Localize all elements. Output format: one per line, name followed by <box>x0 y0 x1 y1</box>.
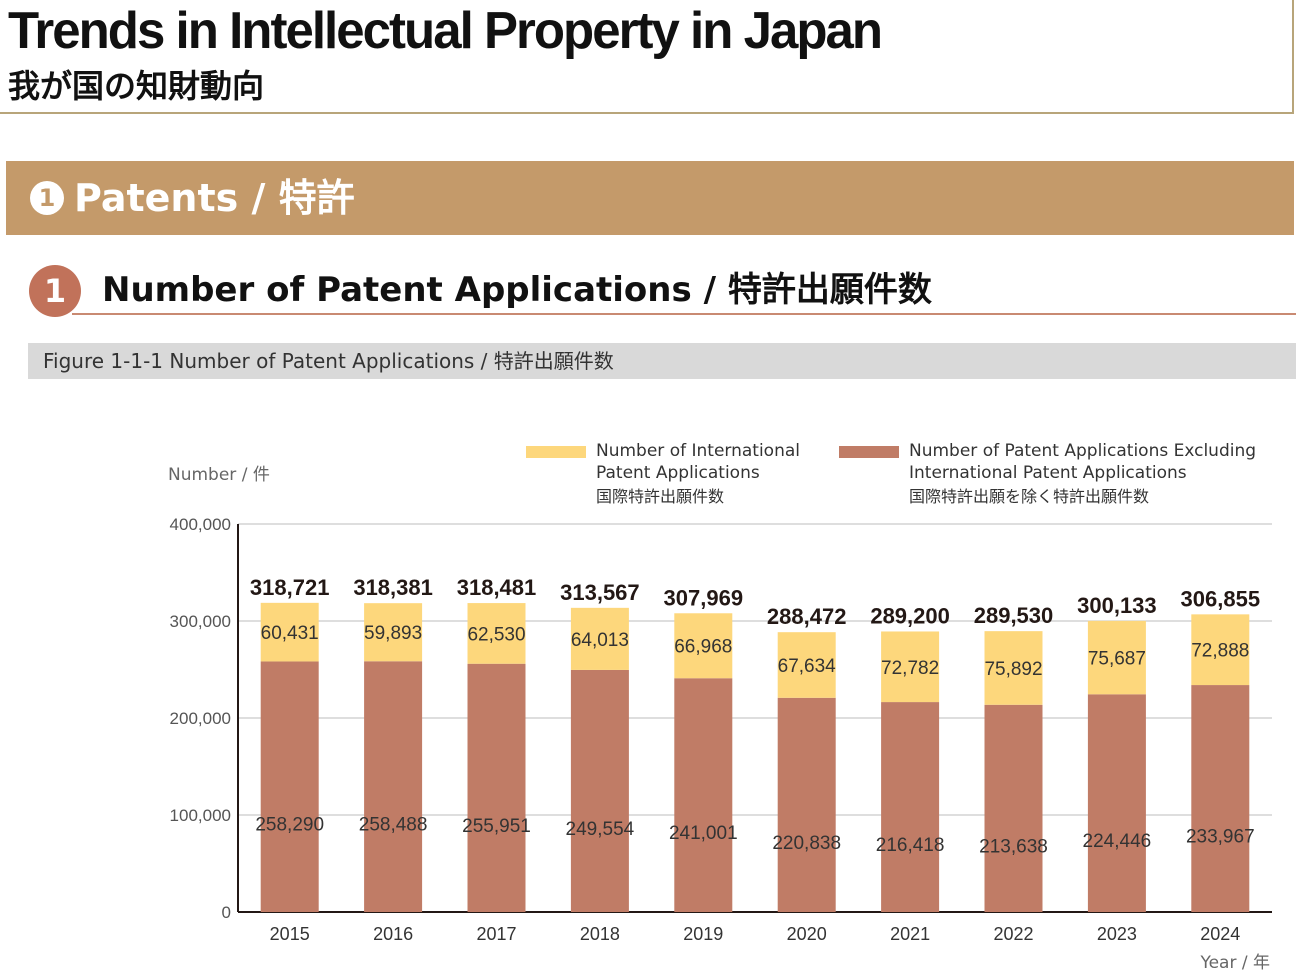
legend-international-line2: Patent Applications <box>596 463 760 483</box>
data-label-total: 318,721 <box>250 575 330 600</box>
bar-domestic <box>364 661 423 912</box>
data-label-total: 313,567 <box>560 580 640 605</box>
data-label-domestic: 216,418 <box>876 835 945 856</box>
x-tick-label: 2022 <box>993 924 1033 944</box>
legend-swatch-domestic <box>839 446 899 458</box>
y-tick-label: 100,000 <box>170 806 231 825</box>
y-tick-label: 200,000 <box>170 709 231 728</box>
legend-domestic-jp: 国際特許出願を除く特許出願件数 <box>909 487 1150 506</box>
data-label-international: 72,888 <box>1191 641 1249 662</box>
x-tick-label: 2015 <box>270 924 310 944</box>
legend-international-jp: 国際特許出願件数 <box>596 487 725 506</box>
x-tick-label: 2016 <box>373 924 413 944</box>
bar-international <box>1191 614 1250 686</box>
data-label-international: 60,431 <box>261 623 319 644</box>
data-label-domestic: 255,951 <box>462 816 531 837</box>
data-label-total: 318,481 <box>457 575 537 600</box>
subsection-title: Number of Patent Applications / 特許出願件数 <box>102 270 932 310</box>
y-tick-label: 400,000 <box>170 515 231 534</box>
bar-international <box>570 607 629 670</box>
data-label-domestic: 233,967 <box>1186 827 1255 848</box>
header-box: Trends in Intellectual Property in Japan… <box>0 0 1294 114</box>
data-label-international: 64,013 <box>571 630 629 651</box>
bar-international <box>364 603 423 662</box>
x-tick-label: 2018 <box>580 924 620 944</box>
data-label-domestic: 249,554 <box>566 819 635 840</box>
data-label-domestic: 258,488 <box>359 815 428 836</box>
section-label: Patents / 特許 <box>74 176 355 220</box>
x-tick-label: 2021 <box>890 924 930 944</box>
data-label-international: 62,530 <box>467 624 525 645</box>
page-subtitle-jp: 我が国の知財動向 <box>8 67 265 105</box>
data-label-total: 289,200 <box>870 603 950 628</box>
bar-domestic <box>674 678 733 912</box>
bar-international <box>984 631 1043 705</box>
subsection-number: 1 <box>29 265 81 317</box>
x-tick-label: 2019 <box>683 924 723 944</box>
data-label-international: 66,968 <box>674 637 732 658</box>
y-tick-label: 0 <box>222 903 231 922</box>
data-label-international: 75,687 <box>1088 649 1146 670</box>
page-title: Trends in Intellectual Property in Japan <box>8 2 883 60</box>
x-axis-title: Year / 年 <box>1199 953 1270 970</box>
data-label-international: 75,892 <box>984 659 1042 680</box>
data-label-total: 288,472 <box>767 604 847 629</box>
bar-domestic <box>984 704 1043 912</box>
bar-domestic <box>1191 685 1250 912</box>
x-tick-label: 2017 <box>476 924 516 944</box>
bar-international <box>881 631 940 703</box>
figure-caption: Figure 1-1-1 Number of Patent Applicatio… <box>43 349 614 373</box>
bar-domestic <box>467 663 526 912</box>
data-label-international: 59,893 <box>364 623 422 644</box>
data-label-domestic: 213,638 <box>979 836 1048 857</box>
legend-swatch-international <box>526 446 586 458</box>
bar-domestic <box>260 661 319 912</box>
bar-domestic <box>570 669 629 912</box>
legend-domestic-line2: International Patent Applications <box>909 463 1187 483</box>
legend-international-line1: Number of International <box>596 441 800 461</box>
data-label-total: 289,530 <box>974 603 1054 628</box>
y-axis-title: Number / 件 <box>168 465 270 485</box>
subsection-divider <box>72 313 1296 315</box>
figure-caption-bar: Figure 1-1-1 Number of Patent Applicatio… <box>28 343 1296 379</box>
data-label-international: 67,634 <box>778 656 837 677</box>
data-label-total: 307,969 <box>664 585 744 610</box>
data-label-international: 72,782 <box>881 658 939 679</box>
data-label-domestic: 224,446 <box>1083 831 1152 852</box>
bar-international <box>777 632 836 698</box>
x-tick-label: 2024 <box>1200 924 1240 944</box>
bar-international <box>1087 620 1146 695</box>
legend-domestic-line1: Number of Patent Applications Excluding <box>909 441 1257 461</box>
section-header: 1 Patents / 特許 <box>6 161 1294 235</box>
data-label-total: 306,855 <box>1181 586 1261 611</box>
data-label-total: 318,381 <box>353 575 433 600</box>
bar-domestic <box>881 702 940 912</box>
y-tick-label: 300,000 <box>170 612 231 631</box>
data-label-domestic: 258,290 <box>255 815 324 836</box>
bar-international <box>467 603 526 664</box>
bar-domestic <box>777 697 836 912</box>
bar-domestic <box>1087 694 1146 912</box>
data-label-total: 300,133 <box>1077 593 1157 618</box>
data-label-domestic: 220,838 <box>772 833 841 854</box>
data-label-domestic: 241,001 <box>669 823 738 844</box>
section-number: 1 <box>30 181 64 215</box>
x-tick-label: 2020 <box>787 924 827 944</box>
x-tick-label: 2023 <box>1097 924 1137 944</box>
bar-international <box>260 602 319 662</box>
bar-international <box>674 613 733 679</box>
